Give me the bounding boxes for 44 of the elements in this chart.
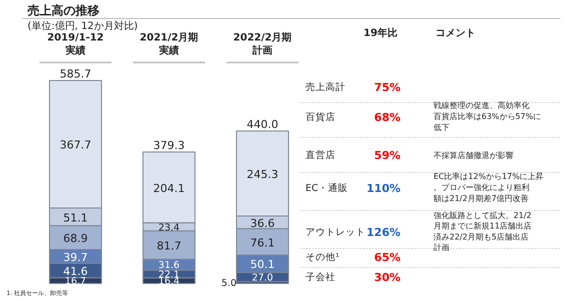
text: その他¹ (306, 251, 340, 263)
x-tick-label: 2021/2月期実績 (140, 32, 198, 57)
chart-subtitle: (単位:億円, 12か月対比) (28, 20, 138, 32)
text: アウトレット (306, 227, 366, 238)
text: 59% (374, 149, 401, 162)
series-label: 子会社 (306, 271, 336, 283)
text: 直営店 (306, 149, 336, 161)
data-label: 31.6 (158, 260, 180, 272)
chart-title: 売上高の推移 (28, 4, 100, 18)
x-tick-label: 2019/1-12実績 (47, 32, 104, 57)
data-label: 81.7 (156, 240, 182, 253)
data-label: 76.1 (250, 236, 275, 250)
data-label: 204.1 (153, 182, 185, 195)
series-label: 百貨店 (306, 111, 336, 123)
data-label: 36.6 (250, 216, 275, 230)
text: 110% (366, 182, 400, 195)
data-label: 23.4 (158, 222, 180, 234)
text: 19年比 (364, 27, 398, 39)
text: 65% (374, 251, 401, 264)
data-label: 367.7 (60, 138, 92, 152)
data-label: 50.1 (250, 258, 275, 272)
data-label: 16.7 (64, 276, 86, 288)
data-label: 41.6 (63, 265, 88, 278)
text: 強化販路として拡大。21/2月期までに新規11店舗出店済み22/2月期も5店舗出店計画 (434, 210, 532, 252)
data-label: 27.0 (252, 272, 274, 284)
text: コメント (436, 28, 476, 39)
text: 30% (374, 271, 401, 284)
text: 68% (374, 111, 401, 124)
data-label: 245.3 (246, 168, 278, 181)
text: 不採算店舗撤退が影響 (434, 151, 514, 160)
annotation: 売上高計 (306, 81, 346, 93)
total-label: 379.3 (153, 139, 185, 152)
data-label: 68.9 (63, 232, 88, 246)
total-label: 585.7 (60, 68, 92, 80)
total-label: 440.0 (246, 118, 278, 131)
text: 戦線整理の促進、高効率化百貨店比率は63%から57%に低下 (434, 101, 542, 132)
data-label: 51.1 (63, 211, 88, 224)
text: EC・通販 (306, 182, 348, 194)
text: 126% (366, 226, 400, 239)
x-tick-label: 2022/2月期計画 (233, 32, 292, 57)
text: EC比率は12%から17%に上昇。プロパー強化により粗利額は21/2月期差7億円改善 (434, 172, 544, 203)
data-label: 5.0 (221, 278, 236, 290)
data-label: 39.7 (63, 250, 88, 264)
text: 75% (374, 81, 401, 94)
